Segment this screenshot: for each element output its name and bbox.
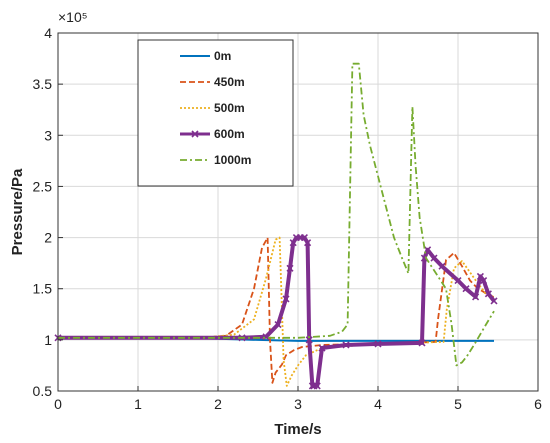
- series-point-600m: [262, 333, 270, 341]
- y-tick-label: 1.5: [33, 281, 53, 297]
- x-tick-label: 6: [534, 396, 542, 412]
- legend-item: 0m: [180, 49, 231, 63]
- legend-label: 500m: [214, 101, 245, 115]
- axis-ticks: 0 1 2 3 4 5 6 0.5 1 1.5 2 2.5 3 3.5 4: [33, 25, 543, 412]
- series-point-600m: [374, 340, 382, 348]
- series-line-500m: [58, 236, 495, 387]
- legend-label: 450m: [214, 75, 245, 89]
- x-tick-label: 4: [374, 396, 382, 412]
- legend-item: 1000m: [180, 153, 251, 167]
- series-point-600m: [342, 341, 350, 349]
- series-point-600m: [282, 295, 290, 303]
- x-tick-label: 0: [54, 396, 62, 412]
- x-tick-label: 3: [294, 396, 302, 412]
- legend: 0m 450m 500m 600m 1000m: [137, 39, 294, 187]
- y-tick-label: 3.5: [33, 76, 53, 92]
- legend-item: 450m: [180, 75, 245, 89]
- series-point-600m: [313, 382, 321, 390]
- series-point-600m: [430, 254, 438, 262]
- series-point-600m: [274, 320, 282, 329]
- y-axis-multiplier: ×10⁵: [58, 9, 88, 25]
- series-point-600m: [305, 336, 313, 344]
- series-point-600m: [490, 297, 498, 305]
- legend-item: 500m: [180, 101, 245, 115]
- legend-box: [137, 39, 294, 187]
- y-tick-label: 4: [44, 25, 52, 41]
- y-tick-label: 0.5: [33, 383, 53, 399]
- series-point-600m: [300, 234, 308, 242]
- series-point-600m: [438, 262, 446, 270]
- series-point-600m: [472, 293, 480, 301]
- series-point-600m: [462, 285, 470, 293]
- series-point-600m: [318, 344, 326, 352]
- x-axis-label: Time/s: [274, 421, 321, 438]
- x-tick-label: 2: [214, 396, 222, 412]
- series-line-1000m: [58, 62, 495, 367]
- y-tick-label: 1: [44, 332, 52, 348]
- y-tick-label: 3: [44, 127, 52, 143]
- x-tick-label: 5: [454, 396, 462, 412]
- x-tick-label: 1: [134, 396, 142, 412]
- series-point-600m: [304, 239, 312, 247]
- series-point-600m: [418, 339, 426, 347]
- legend-label: 1000m: [214, 153, 251, 167]
- legend-label: 600m: [214, 127, 245, 141]
- legend-label: 0m: [214, 49, 231, 63]
- series-point-600m: [484, 290, 492, 298]
- y-tick-label: 2: [44, 230, 52, 246]
- series-point-600m: [454, 276, 462, 285]
- series-point-600m: [480, 276, 488, 285]
- series-point-600m: [289, 239, 297, 247]
- legend-item: 600m: [180, 127, 245, 141]
- y-tick-label: 2.5: [33, 178, 53, 194]
- series-point-600m: [286, 264, 294, 272]
- series-line-450m: [58, 236, 494, 384]
- y-axis-label: Pressure/Pa: [9, 168, 26, 255]
